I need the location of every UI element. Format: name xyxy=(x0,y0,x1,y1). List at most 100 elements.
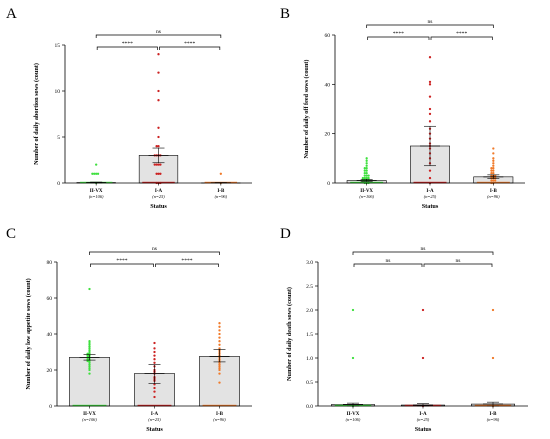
data-point xyxy=(88,363,91,366)
data-point xyxy=(88,365,91,368)
data-point xyxy=(492,157,495,160)
significance-bracket xyxy=(159,46,221,50)
significance-bracket xyxy=(353,263,423,267)
significance-label: ns xyxy=(152,246,157,252)
data-point xyxy=(428,112,432,116)
y-axis-title: Number of daily death sows (count) xyxy=(286,287,293,381)
data-point xyxy=(218,367,221,370)
data-point xyxy=(88,343,91,346)
data-point xyxy=(157,163,160,166)
significance-label: ns xyxy=(421,246,426,252)
data-point xyxy=(88,345,91,348)
data-point xyxy=(492,179,495,182)
y-tick-label: 60 xyxy=(325,33,331,39)
data-point xyxy=(88,372,91,375)
data-point xyxy=(492,147,495,150)
data-point xyxy=(88,359,91,363)
data-point xyxy=(428,169,432,172)
significance-bracket xyxy=(155,263,219,267)
data-point xyxy=(365,169,368,172)
data-point xyxy=(157,126,160,129)
x-axis-title: Status xyxy=(415,426,432,433)
data-point xyxy=(428,56,432,59)
significance-bracket xyxy=(352,251,494,255)
significance-bracket xyxy=(430,36,493,40)
data-point xyxy=(157,89,160,93)
data-point xyxy=(365,176,368,180)
data-point xyxy=(492,164,495,167)
data-point-cluster xyxy=(202,404,237,407)
data-point xyxy=(218,372,221,375)
y-tick-label: 40 xyxy=(47,332,53,338)
data-point xyxy=(88,352,91,355)
significance-label: **** xyxy=(122,41,133,47)
data-point xyxy=(363,174,366,177)
y-tick-label: 60 xyxy=(47,296,53,302)
data-point xyxy=(88,341,91,345)
data-point xyxy=(88,361,91,364)
data-point xyxy=(351,308,355,312)
x-tick-sublabel: (n=25) xyxy=(152,194,165,199)
significance-bracket xyxy=(367,36,430,40)
x-tick-label: I-A xyxy=(419,412,427,417)
data-point xyxy=(86,352,89,355)
data-point xyxy=(428,120,432,123)
data-point xyxy=(218,332,221,336)
panel-letter: D xyxy=(280,226,291,242)
data-point xyxy=(88,347,91,350)
data-point xyxy=(363,176,366,180)
x-tick-label: II-VX xyxy=(90,189,103,194)
x-tick-sublabel: (n=106) xyxy=(346,417,361,422)
data-point xyxy=(157,145,160,148)
data-point xyxy=(86,359,89,363)
x-tick-sublabel: (n=96) xyxy=(215,194,228,199)
significance-label: **** xyxy=(181,258,192,264)
x-tick-sublabel: (n=106) xyxy=(82,417,97,422)
y-tick-label: 2.0 xyxy=(306,308,313,314)
data-point xyxy=(153,361,156,364)
y-tick-label: 1.5 xyxy=(306,332,313,338)
data-point xyxy=(153,350,156,354)
data-point-cluster xyxy=(72,404,107,407)
y-tick-label: 3.0 xyxy=(306,260,313,266)
data-point xyxy=(494,179,497,182)
data-point xyxy=(365,162,368,165)
data-point xyxy=(491,356,495,360)
data-point xyxy=(490,179,493,182)
significance-label: **** xyxy=(393,31,404,37)
data-point xyxy=(492,167,495,170)
data-point xyxy=(96,172,100,175)
data-point xyxy=(491,308,495,312)
data-point xyxy=(365,159,368,162)
x-tick-label: II-VX xyxy=(83,412,96,417)
data-point xyxy=(218,368,221,372)
bar-i-a xyxy=(138,155,179,184)
significance-label: ns xyxy=(386,258,391,264)
x-tick-label: I-B xyxy=(490,189,498,194)
data-point xyxy=(157,99,160,102)
significance-label: ns xyxy=(456,258,461,264)
y-axis-title: Number of daily low appetite sows (count… xyxy=(25,278,32,389)
y-axis-title: Number of daily abortion sows (count) xyxy=(33,63,40,165)
y-tick-label: 20 xyxy=(325,132,331,138)
data-point-cluster xyxy=(137,404,172,407)
y-tick-label: 0 xyxy=(57,181,60,187)
data-point xyxy=(88,349,91,352)
data-point xyxy=(219,172,222,175)
data-point xyxy=(363,169,366,172)
data-point xyxy=(351,356,355,360)
significance-bracket xyxy=(96,46,158,50)
data-point xyxy=(218,365,221,368)
significance-label: ns xyxy=(156,29,161,35)
data-point xyxy=(428,176,432,180)
data-point xyxy=(88,350,91,354)
data-point xyxy=(365,164,368,167)
data-point xyxy=(159,163,162,166)
significance-bracket xyxy=(423,263,493,267)
x-axis-title: Status xyxy=(150,203,167,210)
data-point xyxy=(86,354,89,357)
data-point xyxy=(367,176,370,180)
chart-panel-d: D0.00.51.01.52.02.53.0II-VX(n=106)I-A(n=… xyxy=(280,226,528,433)
x-tick-label: II-VX xyxy=(360,189,373,194)
